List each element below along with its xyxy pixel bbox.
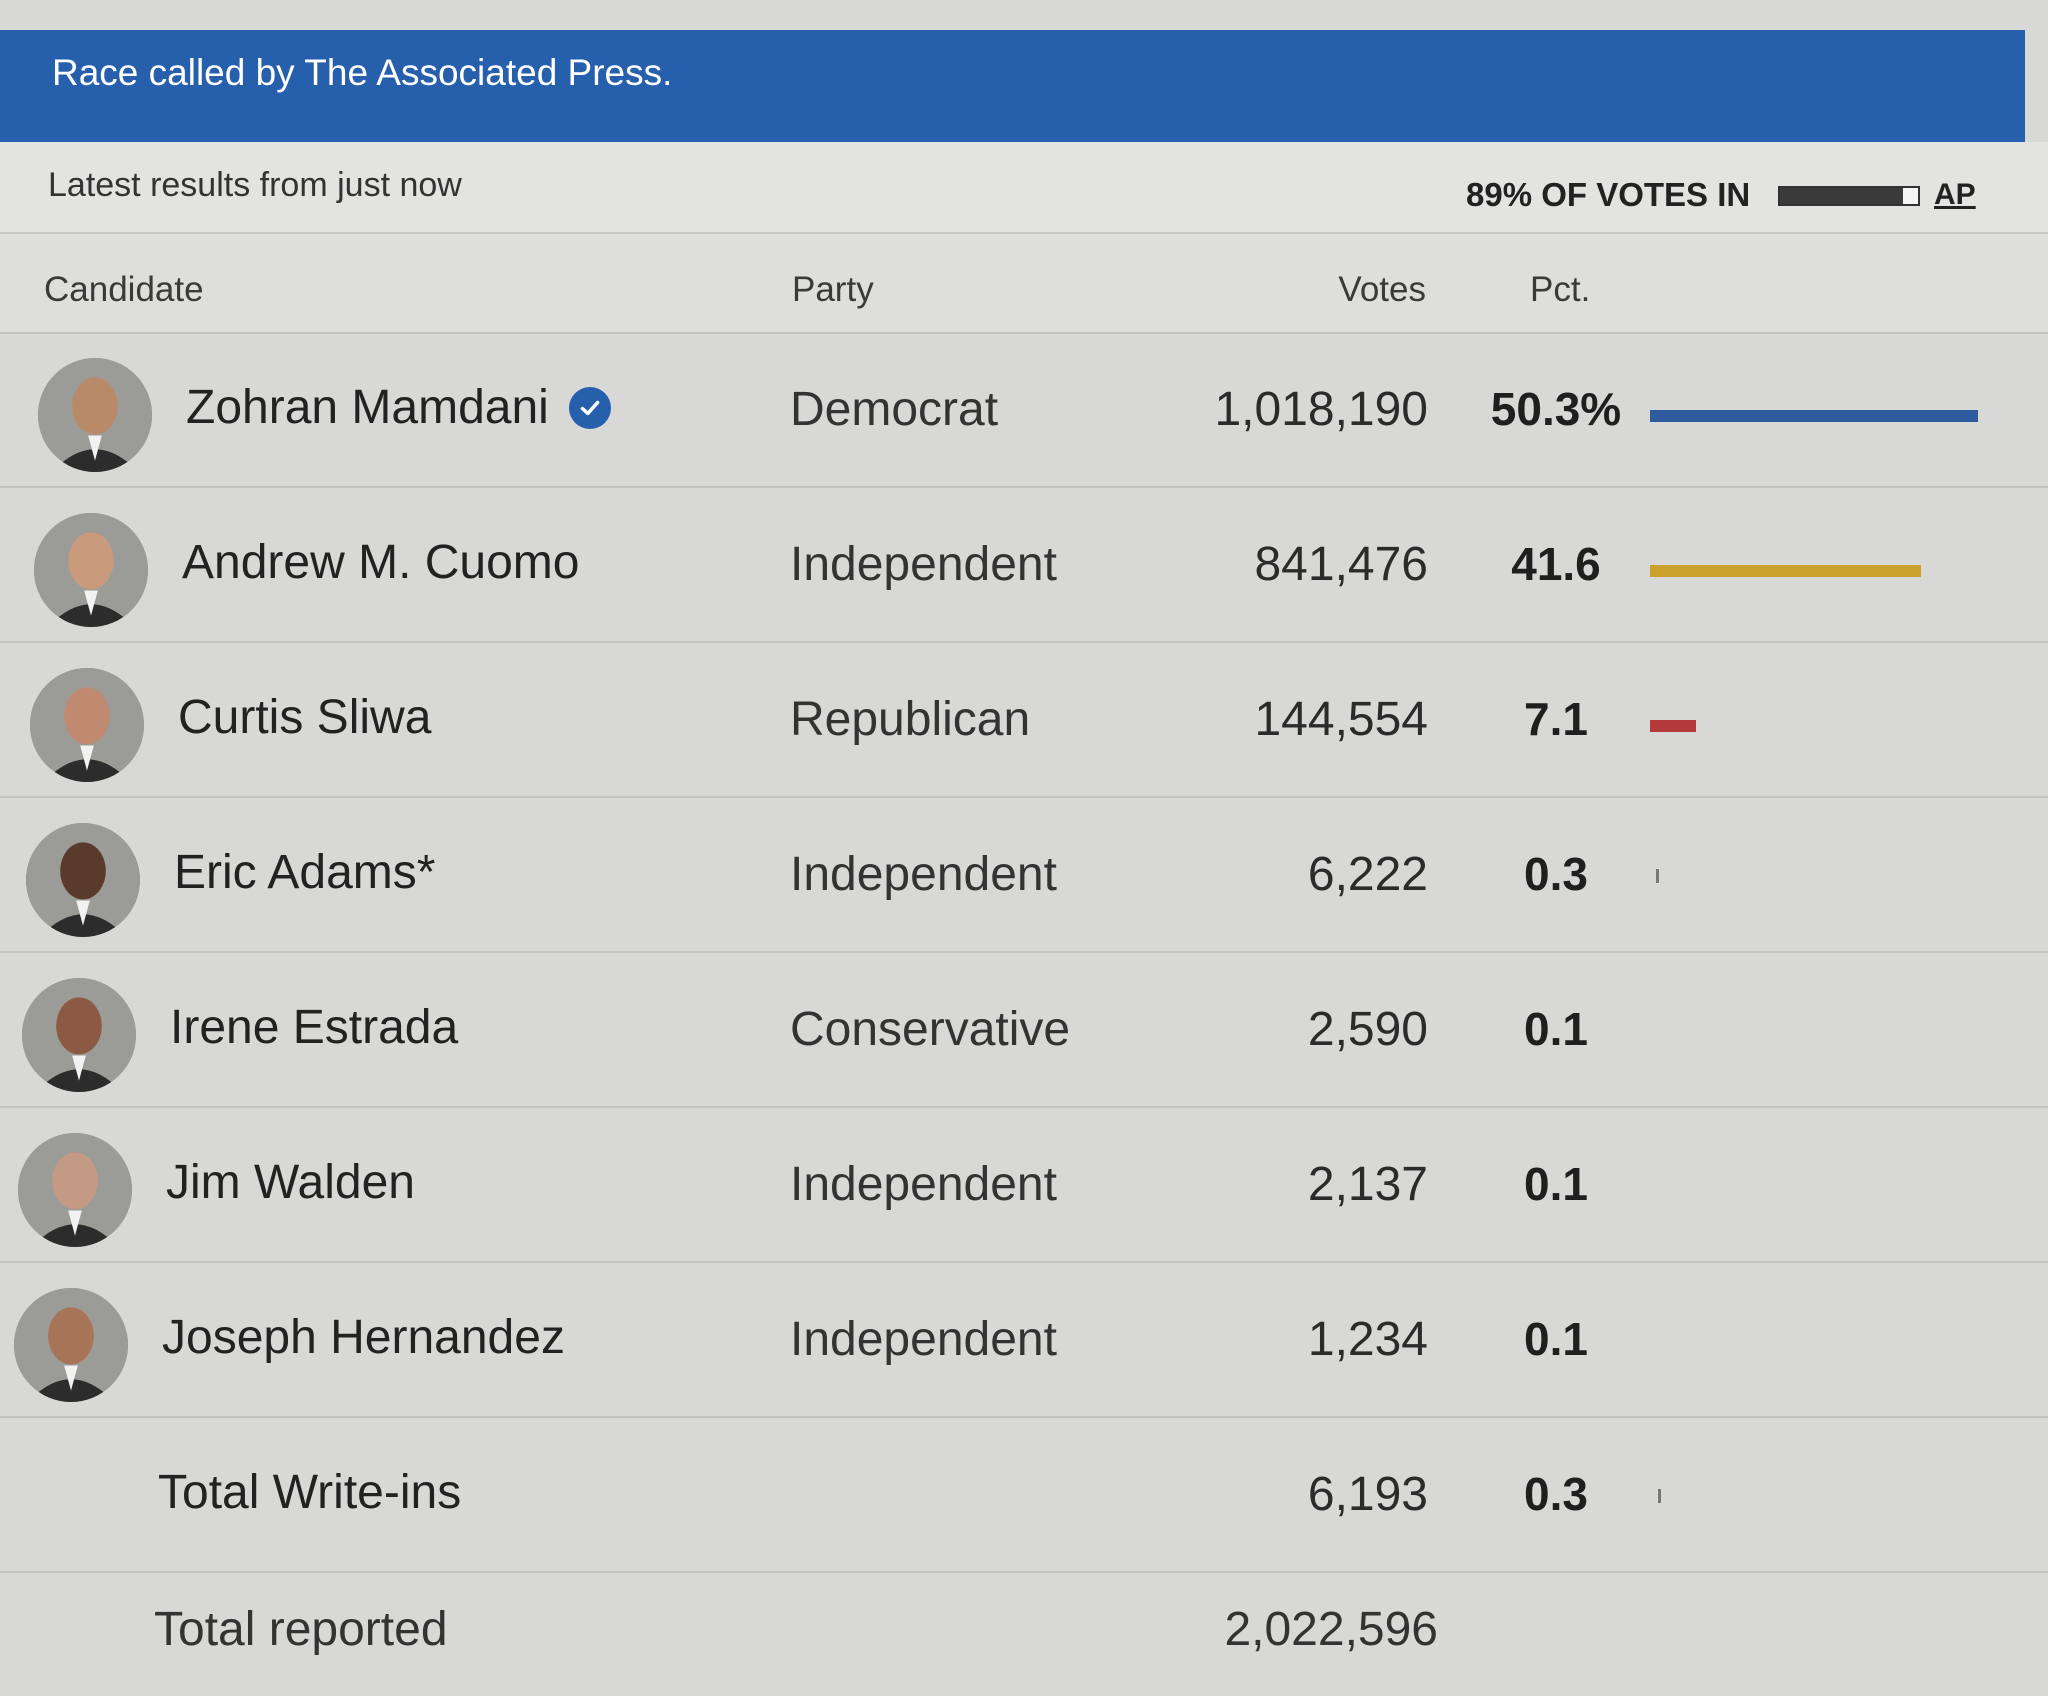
candidate-pct: 7.1: [1524, 693, 1588, 745]
table-row: Jim Walden Independent 2,137 0.1: [0, 1109, 2048, 1263]
column-header-candidate: Candidate: [44, 270, 204, 309]
votes-in-progress-fill: [1780, 188, 1903, 204]
candidate-name: Curtis Sliwa: [178, 690, 431, 745]
candidate-pct: 0.3: [1524, 848, 1588, 900]
candidate-name: Joseph Hernandez: [162, 1310, 565, 1365]
winner-check-icon: [568, 386, 611, 429]
candidate-party: Independent: [790, 1313, 1057, 1366]
portrait-icon: [22, 978, 136, 1092]
table-row: Eric Adams* Independent 6,222 0.3: [0, 799, 2048, 953]
candidate-votes: 144,554: [1254, 693, 1428, 746]
table-row: Andrew M. Cuomo Independent 841,476 41.6: [0, 489, 2048, 643]
candidate-name-text: Irene Estrada: [170, 1001, 459, 1054]
table-row: Irene Estrada Conservative 2,590 0.1: [0, 954, 2048, 1108]
candidate-pct: 0.3: [1524, 1468, 1588, 1520]
portrait-icon: [30, 668, 144, 782]
candidate-name: Eric Adams*: [174, 845, 435, 900]
candidate-party: Independent: [790, 848, 1057, 901]
table-row: Joseph Hernandez Independent 1,234 0.1: [0, 1264, 2048, 1418]
portrait-icon: [18, 1133, 132, 1247]
candidate-name: Irene Estrada: [170, 1000, 458, 1055]
latest-results-text: Latest results from just now: [48, 166, 462, 204]
total-reported-value: 2,022,596: [1224, 1603, 1438, 1656]
candidate-name-text: Eric Adams*: [174, 846, 436, 899]
candidate-party: Conservative: [790, 1003, 1071, 1056]
total-reported-label: Total reported: [154, 1603, 448, 1656]
status-bar: Latest results from just now 89% OF VOTE…: [0, 142, 2048, 234]
vote-share-bar: [1650, 720, 1696, 732]
portrait-icon: [14, 1288, 128, 1402]
candidate-party: Independent: [790, 538, 1057, 591]
table-header: Candidate Party Votes Pct.: [0, 234, 2048, 334]
portrait-icon: [38, 358, 152, 472]
candidate-pct: 0.1: [1524, 1158, 1588, 1210]
candidate-party: Independent: [790, 1158, 1057, 1211]
portrait-icon: [34, 513, 148, 627]
table-row: Total Write-ins 6,193 0.3: [0, 1419, 2048, 1573]
candidate-votes: 6,193: [1307, 1468, 1428, 1521]
column-header-pct: Pct.: [1530, 270, 1591, 309]
vote-share-bar: [1655, 869, 1659, 883]
candidate-name: Total Write-ins: [158, 1465, 461, 1520]
race-called-banner: Race called by The Associated Press.: [0, 30, 2025, 142]
candidate-name-text: Joseph Hernandez: [162, 1311, 565, 1364]
candidate-name-text: Andrew M. Cuomo: [182, 536, 580, 589]
candidate-pct: 41.6: [1511, 538, 1601, 590]
vote-share-bar: [1650, 565, 1921, 577]
column-header-party: Party: [792, 270, 874, 309]
candidate-name-text: Jim Walden: [166, 1156, 415, 1209]
ap-source-link[interactable]: AP: [1934, 178, 1976, 211]
candidate-name: Andrew M. Cuomo: [182, 535, 579, 590]
candidate-votes: 841,476: [1254, 538, 1428, 591]
candidate-pct: 0.1: [1524, 1313, 1588, 1365]
total-reported-row: Total reported 2,022,596: [0, 1550, 2048, 1696]
banner-text: Race called by The Associated Press.: [52, 52, 673, 93]
vote-share-bar: [1650, 410, 1978, 422]
table-row: Curtis Sliwa Republican 144,554 7.1: [0, 644, 2048, 798]
candidate-party: Republican: [790, 693, 1031, 746]
candidate-votes: 2,590: [1307, 1003, 1428, 1056]
candidate-pct: 50.3%: [1490, 383, 1622, 435]
candidate-name-text: Total Write-ins: [158, 1466, 462, 1519]
candidate-name: Zohran Mamdani: [186, 380, 611, 435]
candidate-name: Jim Walden: [166, 1155, 415, 1210]
candidate-name-text: Zohran Mamdani: [186, 381, 549, 434]
candidate-name-text: Curtis Sliwa: [178, 691, 432, 744]
candidate-votes: 6,222: [1307, 848, 1428, 901]
column-header-votes: Votes: [1338, 270, 1426, 309]
votes-in-label: 89% OF VOTES IN: [1466, 176, 1751, 213]
candidate-party: Democrat: [790, 383, 999, 436]
candidate-votes: 1,018,190: [1214, 383, 1428, 436]
table-row: Zohran Mamdani Democrat 1,018,190 50.3%: [0, 334, 2048, 488]
candidate-pct: 0.1: [1524, 1003, 1588, 1055]
votes-in-progress-bar: [1778, 186, 1920, 206]
vote-share-bar: [1657, 1489, 1661, 1503]
candidate-votes: 1,234: [1307, 1313, 1428, 1366]
candidate-votes: 2,137: [1307, 1158, 1428, 1211]
portrait-icon: [26, 823, 140, 937]
